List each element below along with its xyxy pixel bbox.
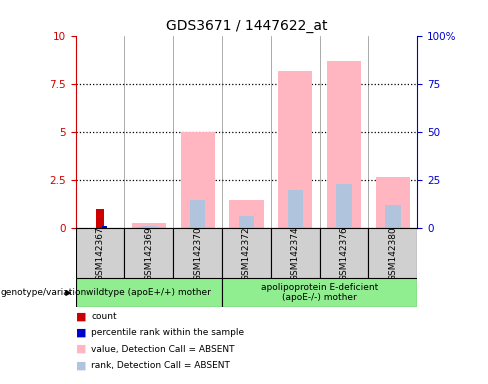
Bar	[124, 228, 173, 278]
Text: GSM142372: GSM142372	[242, 226, 251, 281]
Bar	[173, 228, 222, 278]
Text: count: count	[91, 312, 117, 321]
Bar	[368, 228, 417, 278]
Bar	[190, 200, 205, 228]
Text: wildtype (apoE+/+) mother: wildtype (apoE+/+) mother	[86, 288, 211, 297]
Text: value, Detection Call = ABSENT: value, Detection Call = ABSENT	[91, 344, 235, 354]
Bar	[96, 209, 104, 228]
Bar	[141, 226, 157, 228]
Text: GSM142380: GSM142380	[388, 226, 397, 281]
Bar	[271, 228, 320, 278]
Text: GSM142367: GSM142367	[96, 226, 104, 281]
Text: ■: ■	[76, 312, 86, 322]
Text: GSM142369: GSM142369	[144, 226, 153, 281]
Bar	[102, 226, 107, 228]
Bar	[76, 278, 222, 307]
Bar	[287, 190, 303, 228]
Title: GDS3671 / 1447622_at: GDS3671 / 1447622_at	[166, 19, 327, 33]
Bar	[222, 278, 417, 307]
Text: percentile rank within the sample: percentile rank within the sample	[91, 328, 244, 338]
Bar	[278, 71, 312, 228]
Bar	[222, 228, 271, 278]
Text: GSM142370: GSM142370	[193, 226, 202, 281]
Text: GSM142376: GSM142376	[340, 226, 348, 281]
Bar	[76, 228, 124, 278]
Bar	[327, 61, 361, 228]
Text: apolipoprotein E-deficient
(apoE-/-) mother: apolipoprotein E-deficient (apoE-/-) mot…	[261, 283, 378, 303]
Text: rank, Detection Call = ABSENT: rank, Detection Call = ABSENT	[91, 361, 230, 370]
Bar	[320, 228, 368, 278]
Bar	[229, 200, 264, 228]
Bar	[336, 184, 352, 228]
Bar	[132, 223, 166, 228]
Bar	[239, 216, 254, 228]
Text: ■: ■	[76, 360, 86, 370]
Bar	[376, 177, 410, 228]
Bar	[385, 205, 401, 228]
Text: ■: ■	[76, 344, 86, 354]
Text: GSM142374: GSM142374	[291, 226, 300, 281]
Bar	[181, 132, 215, 228]
Text: ■: ■	[76, 328, 86, 338]
Text: genotype/variation: genotype/variation	[1, 288, 87, 297]
